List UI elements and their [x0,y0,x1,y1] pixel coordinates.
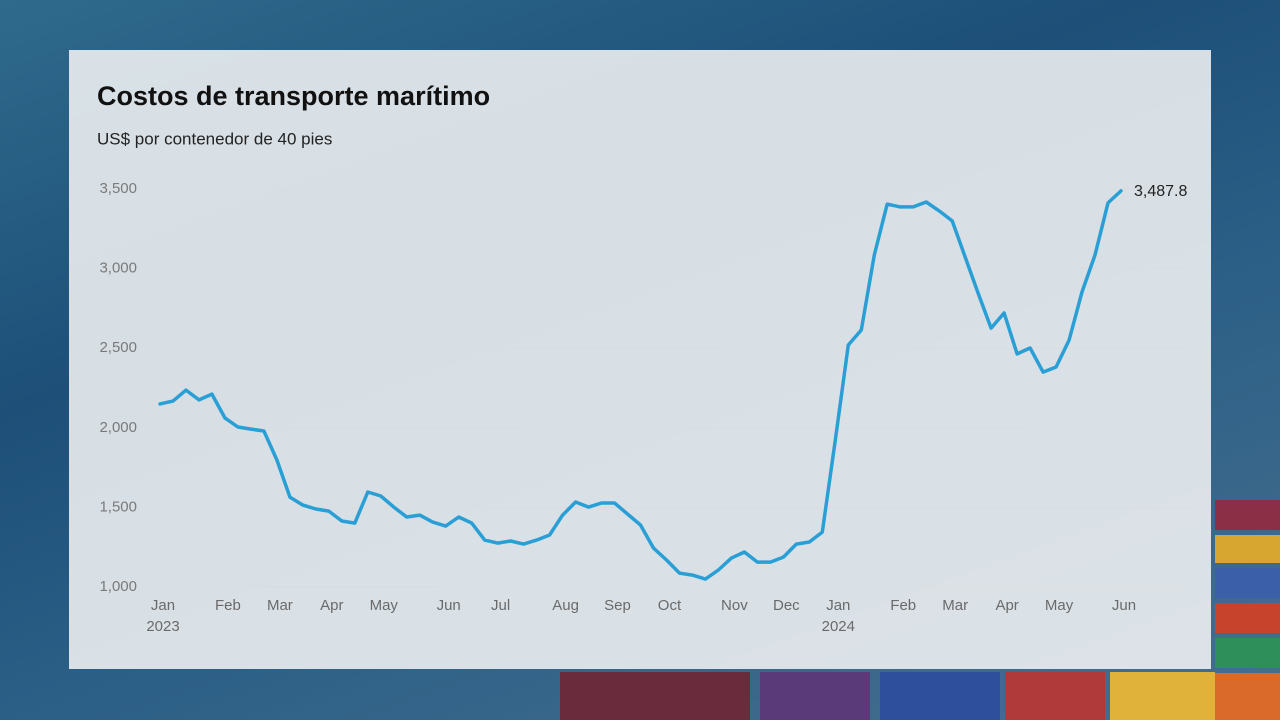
x-tick-label: May [370,597,399,614]
x-tick-label: Jul [491,597,510,614]
x-tick-label: Nov [721,597,748,614]
chart-panel [69,50,1211,669]
x-tick-label: Sep [604,597,631,614]
x-tick-label: Mar [267,597,293,614]
chart-title: Costos de transporte marítimo [97,81,490,111]
x-tick-label: Jun [437,597,461,614]
x-tick-label: Aug [552,597,579,614]
x-tick-label: Jun [1112,597,1136,614]
data-label: 3,487.8 [1134,183,1187,200]
x-tick-label: May [1045,597,1074,614]
x-tick-label: Apr [995,597,1018,614]
y-tick-label: 2,000 [99,419,137,436]
x-tick-label: Jan 2023 [146,597,179,635]
chart-subtitle: US$ por contenedor de 40 pies [97,129,332,148]
y-tick-label: 1,000 [99,578,137,595]
y-tick-label: 1,500 [99,498,137,515]
y-tick-label: 3,000 [99,260,137,277]
x-tick-label: Apr [320,597,343,614]
x-tick-label: Jan 2024 [822,597,855,635]
x-tick-label: Oct [658,597,682,614]
x-tick-label: Feb [215,597,241,614]
y-tick-label: 3,500 [99,180,137,197]
y-tick-label: 2,500 [99,339,137,356]
series-line [158,189,1123,581]
x-tick-label: Mar [942,597,968,614]
x-tick-label: Dec [773,597,800,614]
x-tick-label: Feb [890,597,916,614]
